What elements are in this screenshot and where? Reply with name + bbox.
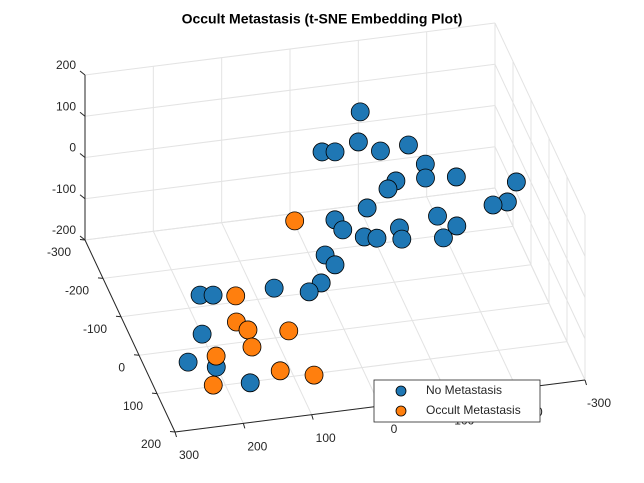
z-tick-label: 100 [56,99,76,113]
z-tick-label: -100 [52,182,76,196]
grid-line [494,64,586,257]
y-tick [133,354,140,356]
z-tick [79,235,86,241]
point [357,198,377,218]
grid-line [138,302,550,356]
y-tick-label: 100 [123,399,143,413]
z-tick-label: 0 [69,141,76,155]
grid-line [494,187,586,381]
chart-title: Occult Metastasis (t-SNE Embedding Plot) [182,11,463,27]
legend-label: No Metastasis [426,383,502,397]
x-tick-label: 200 [247,440,267,454]
point [226,286,246,306]
point [206,346,226,366]
y-axis-line [84,239,176,433]
y-tick-label: -300 [47,245,71,259]
point [367,228,387,248]
y-tick [115,315,122,318]
y-tick-label: 0 [118,360,125,374]
z-tick [79,153,86,158]
x-tick-label: 0 [391,422,398,436]
point [428,206,447,226]
point [446,167,466,187]
grid-line [84,105,496,158]
y-tick-label: 200 [141,437,161,451]
point [242,337,262,357]
z-tick-label: 200 [56,58,76,72]
z-tick [79,70,86,76]
point [392,229,412,249]
point [304,365,324,385]
x-tick [242,423,246,429]
point [270,361,290,381]
point [325,255,345,275]
legend: No Metastasis Occult Metastasis [373,379,541,423]
point [285,211,305,231]
point [371,141,390,161]
point [399,135,418,155]
point [264,278,284,298]
x-tick-label: 100 [316,431,336,445]
y-tick [169,431,176,433]
point [378,179,398,199]
point [416,168,435,188]
points [178,102,526,395]
point [192,324,212,344]
point [348,132,368,152]
grid-line [84,63,496,117]
point [434,228,453,248]
point [238,320,258,340]
point [350,102,370,122]
y-tick [151,392,158,395]
x-tick-label: -300 [587,396,611,410]
y-tick [97,277,104,279]
y-tick-label: -100 [83,322,107,336]
x-tick-label: 300 [179,448,199,462]
point [506,172,526,192]
grid-line [494,22,586,216]
y-tick-label: -200 [65,284,89,298]
legend-marker [395,405,407,417]
point [299,282,319,302]
grid-line [289,213,381,407]
grid-line [494,105,586,298]
grid-line [221,222,313,415]
x-tick [311,414,314,420]
x-tick [584,379,587,386]
point [240,373,260,393]
point [203,285,223,305]
grid-line [84,22,496,76]
grid-line [156,341,568,395]
point [325,142,345,162]
legend-label: Occult Metastasis [426,403,521,417]
point [333,220,353,240]
point [483,195,503,215]
point [279,321,299,341]
x-tick [174,431,177,438]
z-tick [79,194,86,200]
point [447,216,467,236]
z-tick [79,111,86,117]
legend-marker [395,385,407,397]
point [203,375,223,395]
point [178,352,198,372]
z-tick-label: -200 [52,223,76,237]
